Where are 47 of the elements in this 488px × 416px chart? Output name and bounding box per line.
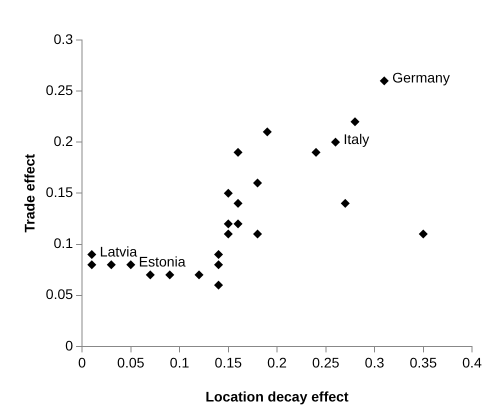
y-tick-label: 0 — [65, 337, 74, 354]
point — [234, 198, 243, 208]
point — [234, 219, 243, 228]
y-tick-label: 0.25 — [46, 82, 74, 98]
point — [262, 127, 272, 136]
x-tick-label: 0.4 — [462, 354, 482, 371]
x-tick-label: 0.05 — [117, 354, 145, 371]
point — [87, 260, 96, 270]
point — [194, 270, 204, 280]
annotation: Italy — [344, 130, 370, 147]
point — [87, 250, 96, 259]
x-tick-label: 0 — [78, 354, 86, 371]
y-tick-label: 0.05 — [46, 286, 74, 302]
point — [214, 260, 224, 270]
point — [253, 178, 262, 188]
x-tick-label: 0.25 — [312, 354, 340, 371]
x-axis-title: Location decay effect — [205, 388, 349, 404]
y-tick-label: 0.15 — [46, 184, 74, 200]
x-tick-label: 0.2 — [267, 354, 287, 371]
annotation: Germany — [392, 70, 450, 86]
x-tick-label: 0.15 — [214, 354, 242, 371]
y-tick-label: 0.3 — [54, 30, 74, 47]
x-tick-label: 0.1 — [170, 354, 190, 371]
point — [146, 270, 155, 280]
y-axis-title: Trade effect — [21, 154, 38, 232]
x-tick-label: 0.35 — [410, 354, 438, 371]
point — [214, 280, 224, 290]
point — [224, 188, 233, 198]
point — [312, 148, 321, 157]
point — [214, 250, 224, 259]
point — [224, 230, 233, 239]
point — [234, 148, 243, 157]
point — [106, 260, 116, 270]
annotation: Estonia — [138, 254, 186, 270]
point — [380, 76, 389, 86]
y-tick-label: 0.2 — [54, 132, 74, 149]
point — [126, 260, 136, 270]
point — [418, 230, 428, 239]
point — [340, 198, 350, 208]
point — [224, 219, 233, 228]
y-tick-label: 0.1 — [54, 235, 74, 252]
point — [350, 117, 360, 126]
point — [331, 138, 340, 147]
point — [165, 270, 174, 280]
x-tick-label: 0.3 — [364, 354, 384, 371]
annotation: Latvia — [100, 243, 138, 260]
point — [253, 230, 262, 239]
